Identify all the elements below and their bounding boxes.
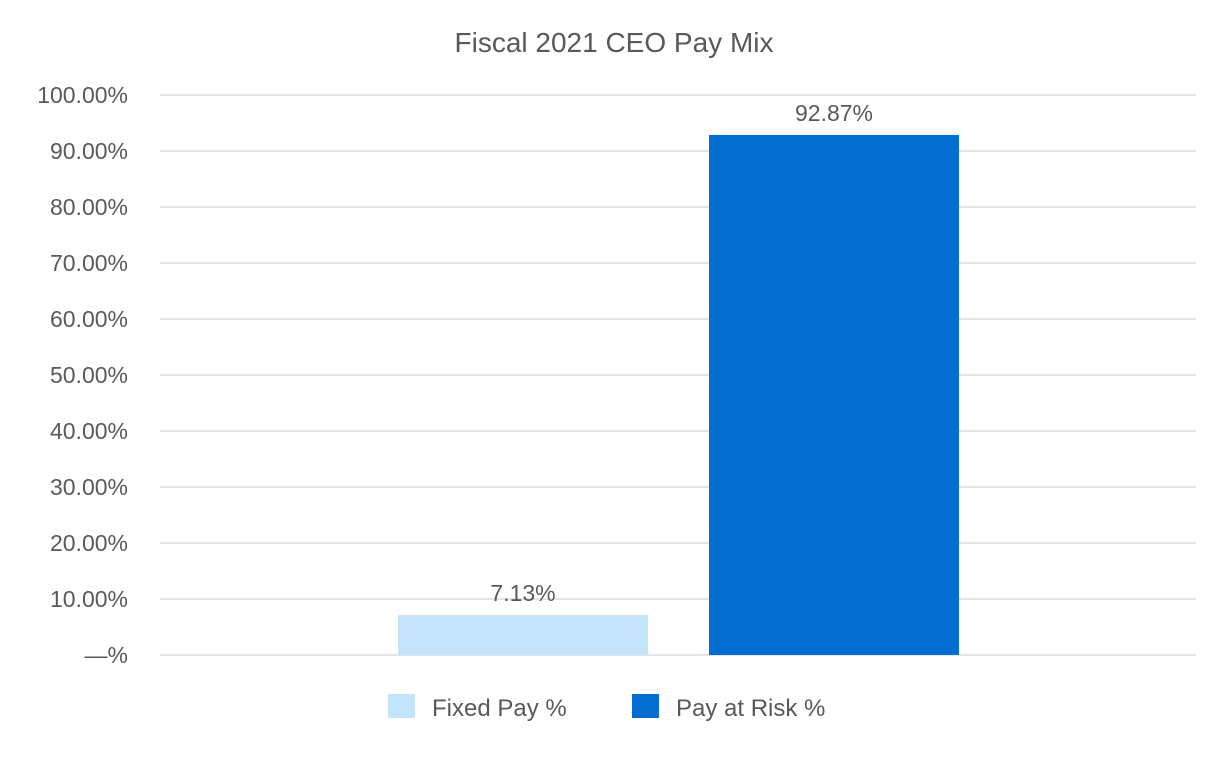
bars xyxy=(398,134,959,656)
legend-label-0: Fixed Pay % xyxy=(432,695,567,722)
y-tick-label-3: 30.00% xyxy=(50,474,128,500)
data-label-0: 7.13% xyxy=(490,580,555,606)
y-axis-ticks: —% 10.00% 20.00% 30.00% 40.00% 50.00% 60.00% 70… xyxy=(37,82,128,668)
y-tick-label-2: 20.00% xyxy=(50,530,128,556)
y-tick-label-7: 70.00% xyxy=(50,250,128,276)
grid-layer xyxy=(160,94,1196,656)
y-tick-label-6: 60.00% xyxy=(50,306,128,332)
legend-swatch-0 xyxy=(388,694,415,718)
bar-pay-at-risk xyxy=(709,134,959,656)
bar-fixed-pay xyxy=(398,615,648,655)
chart-title: Fiscal 2021 CEO Pay Mix xyxy=(455,27,774,58)
y-tick-label-4: 40.00% xyxy=(50,418,128,444)
y-tick-label-8: 80.00% xyxy=(50,194,128,220)
y-tick-label-1: 10.00% xyxy=(50,586,128,612)
y-tick-label-5: 50.00% xyxy=(50,362,128,388)
y-tick-label-9: 90.00% xyxy=(50,138,128,164)
y-tick-label-10: 100.00% xyxy=(37,82,128,108)
data-labels: 7.13% 92.87% xyxy=(490,100,873,606)
legend-swatch-1 xyxy=(632,694,659,718)
legend-label-1: Pay at Risk % xyxy=(676,695,825,722)
legend: Fixed Pay % Pay at Risk % xyxy=(388,694,825,722)
y-tick-label-0: —% xyxy=(85,642,128,668)
data-label-1: 92.87% xyxy=(795,100,873,126)
